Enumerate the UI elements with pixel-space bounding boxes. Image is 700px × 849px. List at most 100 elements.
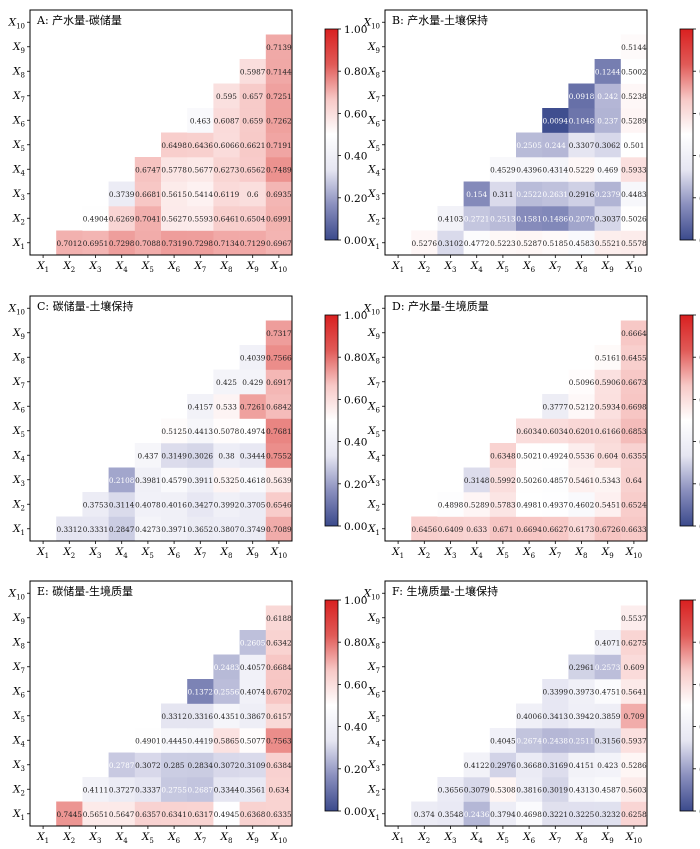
heatmap-cell bbox=[568, 108, 595, 133]
heatmap-cell bbox=[568, 703, 595, 729]
tick-label: X4 bbox=[12, 734, 25, 748]
cell-value-label: 0.7298 bbox=[188, 239, 214, 248]
tick-label: X5 bbox=[496, 260, 509, 274]
cell-value-label: 0.6034 bbox=[516, 427, 542, 436]
tick-label: X9 bbox=[601, 546, 614, 560]
heatmap-cell bbox=[213, 206, 240, 231]
heatmap-cell bbox=[568, 157, 595, 182]
heatmap-cell bbox=[568, 801, 595, 827]
colorbar-tick-label: 0.80 bbox=[344, 637, 367, 649]
tick-label: X5 bbox=[496, 546, 509, 560]
cell-value-label: 0.6694 bbox=[516, 525, 542, 534]
tick-label: X6 bbox=[167, 260, 180, 274]
cell-value-label: 0.3427 bbox=[188, 500, 214, 509]
cell-value-label: 0.6273 bbox=[214, 165, 240, 174]
tick-label: X5 bbox=[367, 425, 380, 439]
cell-value-label: 0.3777 bbox=[543, 402, 569, 411]
cell-value-label: 0.4981 bbox=[516, 500, 542, 509]
cell-value-label: 0.609 bbox=[623, 663, 644, 672]
cell-value-label: 0.4413 bbox=[188, 427, 214, 436]
cell-value-label: 0.4924 bbox=[543, 451, 569, 460]
heatmap-cell bbox=[489, 777, 517, 802]
tick-label: X2 bbox=[367, 783, 380, 797]
tick-label: X7 bbox=[12, 90, 25, 104]
heatmap-cell bbox=[489, 467, 517, 493]
cell-value-label: 0.5026 bbox=[516, 476, 542, 485]
cell-value-label: 0.64 bbox=[626, 476, 643, 485]
heatmap-cell bbox=[187, 777, 214, 802]
tick-label: X8 bbox=[12, 351, 25, 365]
cell-value-label: 0.7298 bbox=[109, 239, 135, 248]
cell-value-label: 0.5987 bbox=[240, 67, 266, 76]
heatmap-cell bbox=[620, 801, 648, 827]
heatmap-cell bbox=[489, 443, 517, 468]
tick-label: X7 bbox=[367, 90, 380, 104]
tick-label: X1 bbox=[391, 260, 404, 274]
heatmap-cell bbox=[620, 418, 648, 444]
cell-value-label: 0.5778 bbox=[161, 165, 187, 174]
heatmap-cell bbox=[542, 418, 569, 444]
heatmap-cell bbox=[594, 418, 622, 444]
cell-value-label: 0.6436 bbox=[188, 141, 214, 150]
heatmap-cell bbox=[489, 230, 517, 256]
heatmap-cell bbox=[568, 516, 595, 542]
cell-value-label: 0.6355 bbox=[621, 451, 647, 460]
heatmap-cell bbox=[489, 801, 517, 827]
cell-value-label: 0.4045 bbox=[490, 736, 516, 745]
heatmap-cell bbox=[516, 467, 543, 493]
heatmap-cell bbox=[620, 132, 648, 158]
cell-value-label: 0.5161 bbox=[595, 353, 621, 362]
heatmap-panel: 0.5276 0.3102 0.4772 0.5223 0.5287 0.5185 0.45… bbox=[363, 9, 700, 274]
colorbar-tick-label: 0.80 bbox=[344, 66, 367, 78]
heatmap-cell bbox=[161, 206, 188, 231]
tick-label: X6 bbox=[522, 546, 535, 560]
cell-value-label: 0.3727 bbox=[109, 785, 135, 794]
cell-value-label: 0.5078 bbox=[214, 427, 240, 436]
cell-value-label: 0.5593 bbox=[188, 214, 214, 223]
tick-label: X1 bbox=[391, 831, 404, 845]
cell-value-label: 0.38 bbox=[218, 451, 235, 460]
heatmap-cell bbox=[265, 320, 293, 346]
cell-value-label: 0.3816 bbox=[516, 785, 542, 794]
panel-title: E: 碳储量-生境质量 bbox=[37, 584, 133, 598]
tick-label: X4 bbox=[12, 449, 25, 463]
tick-label: X4 bbox=[470, 260, 483, 274]
cell-value-label: 0.5578 bbox=[621, 239, 647, 248]
panel-title: A: 产水量-碳储量 bbox=[36, 13, 122, 27]
heatmap-cell bbox=[620, 752, 648, 778]
cell-value-label: 0.4016 bbox=[161, 500, 187, 509]
heatmap-cell bbox=[265, 605, 293, 631]
plot-frame bbox=[384, 295, 648, 542]
cell-value-label: 0.4071 bbox=[595, 638, 621, 647]
heatmap-cell bbox=[463, 801, 491, 827]
tick-label: X5 bbox=[367, 139, 380, 153]
heatmap-cell bbox=[542, 157, 569, 182]
cell-value-label: 0.6842 bbox=[266, 402, 292, 411]
cell-value-label: 0.2605 bbox=[240, 638, 266, 647]
cell-value-label: 0.3344 bbox=[214, 785, 240, 794]
panel-title: D: 产水量-生境质量 bbox=[392, 299, 489, 313]
tick-label: X3 bbox=[367, 188, 380, 202]
cell-value-label: 0.4937 bbox=[543, 500, 569, 509]
cell-value-label: 0.2847 bbox=[109, 525, 135, 534]
heatmap-cell bbox=[620, 467, 648, 493]
cell-value-label: 0.3079 bbox=[464, 785, 490, 794]
tick-label: X1 bbox=[12, 523, 25, 537]
heatmap-cell bbox=[134, 492, 162, 517]
cell-value-label: 0.2787 bbox=[109, 761, 135, 770]
cell-value-label: 0.4419 bbox=[188, 736, 214, 745]
tick-label: X9 bbox=[12, 327, 25, 341]
heatmap-cell bbox=[594, 443, 622, 468]
cell-value-label: 0.5537 bbox=[621, 614, 647, 623]
cell-value-label: 0.5934 bbox=[595, 402, 621, 411]
tick-label: X4 bbox=[115, 260, 128, 274]
tick-label: X4 bbox=[470, 546, 483, 560]
heatmap-cell bbox=[437, 230, 464, 256]
tick-label: X8 bbox=[220, 260, 233, 274]
heatmap-cell bbox=[594, 108, 622, 133]
tick-label: X1 bbox=[367, 523, 380, 537]
heatmap-cell bbox=[265, 394, 293, 419]
heatmap-cell bbox=[437, 206, 464, 231]
tick-label: X7 bbox=[367, 376, 380, 390]
cell-value-label: 0.5651 bbox=[83, 810, 109, 819]
